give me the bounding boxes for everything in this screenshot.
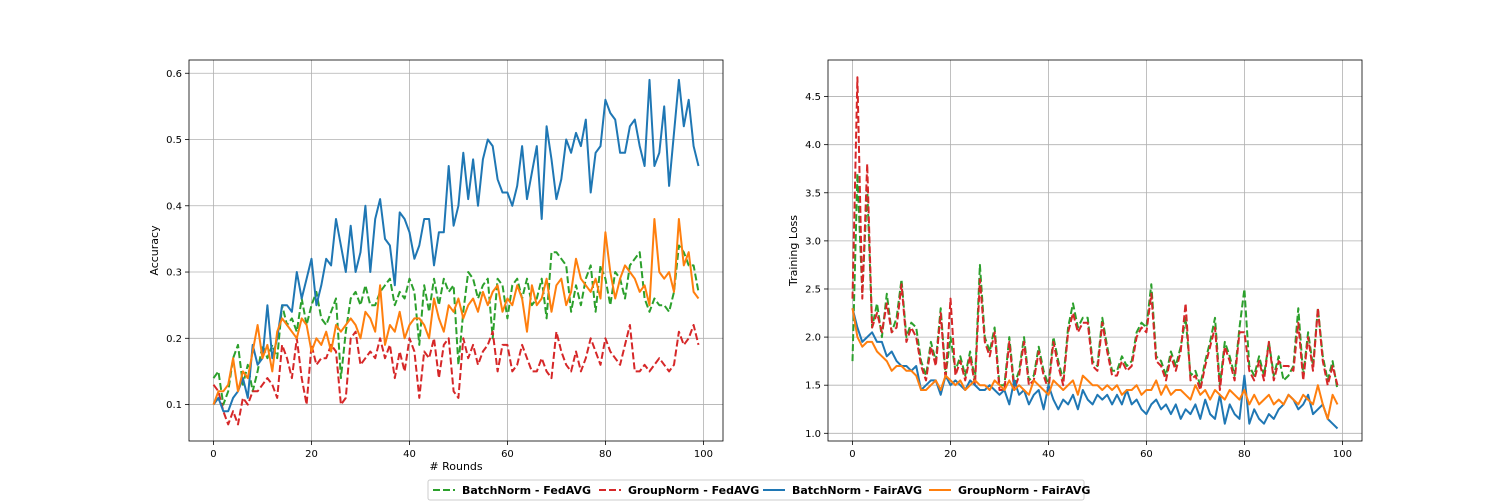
x-tick-label: 40: [1042, 449, 1055, 460]
y-tick-label: 1.5: [805, 381, 821, 392]
y-tick-label: 0.5: [166, 135, 182, 146]
y-tick-label: 0.6: [166, 69, 182, 80]
legend-box: [427, 479, 1085, 501]
plot-frame: [188, 59, 724, 442]
training-loss-chart: 0 20 40 60 80 100 1.0 1.5 2.0 2.5 3.0 3.5 4.0 4.5 Trai…: [787, 59, 1363, 460]
y-tick-label: 0.1: [166, 400, 182, 411]
x-tick-label: 100: [1333, 449, 1352, 460]
x-tick-label: 20: [944, 449, 957, 460]
legend-label-batchnorm-fedavg: BatchNorm - FedAVG: [462, 484, 591, 497]
y-tick-label: 1.0: [805, 429, 821, 440]
accuracy-chart: 0 20 40 60 80 100 0.1 0.2 0.3 0.4 0.5 0.6 # Rounds Ac…: [148, 59, 724, 473]
y-tick-label: 3.0: [805, 236, 821, 247]
x-tick-label: 0: [210, 449, 216, 460]
y-tick-label: 4.5: [805, 92, 821, 103]
x-tick-label: 0: [849, 449, 855, 460]
x-tick-label: 20: [305, 449, 318, 460]
series-line-batchnorm-fedavg: [212, 244, 700, 406]
legend-label-groupnorm-fairavg: GroupNorm - FairAVG: [958, 484, 1090, 497]
x-tick-label: 60: [1140, 449, 1153, 460]
y-tick-label: 0.2: [166, 334, 182, 345]
y-tick-label: 0.3: [166, 268, 182, 279]
y-tick-label: 2.0: [805, 333, 821, 344]
series-line-batchnorm-fedavg: [851, 172, 1339, 391]
y-tick-label: 3.5: [805, 188, 821, 199]
x-tick-label: 80: [599, 449, 612, 460]
y-axis-label: Training Loss: [787, 215, 800, 287]
series-line-groupnorm-fedavg: [212, 324, 700, 426]
y-tick-label: 2.5: [805, 284, 821, 295]
legend: BatchNorm - FedAVG GroupNorm - FedAVG Batc…: [427, 479, 1090, 501]
plot-frame: [827, 59, 1363, 442]
series-line-groupnorm-fairavg: [851, 308, 1339, 420]
y-tick-label: 4.0: [805, 140, 821, 151]
legend-label-groupnorm-fedavg: GroupNorm - FedAVG: [628, 484, 759, 497]
x-axis-label: # Rounds: [429, 460, 483, 473]
series-line-groupnorm-fedavg: [851, 76, 1339, 391]
x-tick-label: 100: [694, 449, 713, 460]
x-tick-label: 40: [403, 449, 416, 460]
legend-label-batchnorm-fairavg: BatchNorm - FairAVG: [792, 484, 922, 497]
y-axis-label: Accuracy: [148, 225, 161, 276]
series-line-batchnorm-fairavg: [212, 78, 700, 413]
series-line-groupnorm-fairavg: [212, 218, 700, 405]
y-tick-label: 0.4: [166, 201, 182, 212]
x-tick-label: 60: [501, 449, 514, 460]
series-line-batchnorm-fairavg: [851, 307, 1339, 430]
x-tick-label: 80: [1238, 449, 1251, 460]
